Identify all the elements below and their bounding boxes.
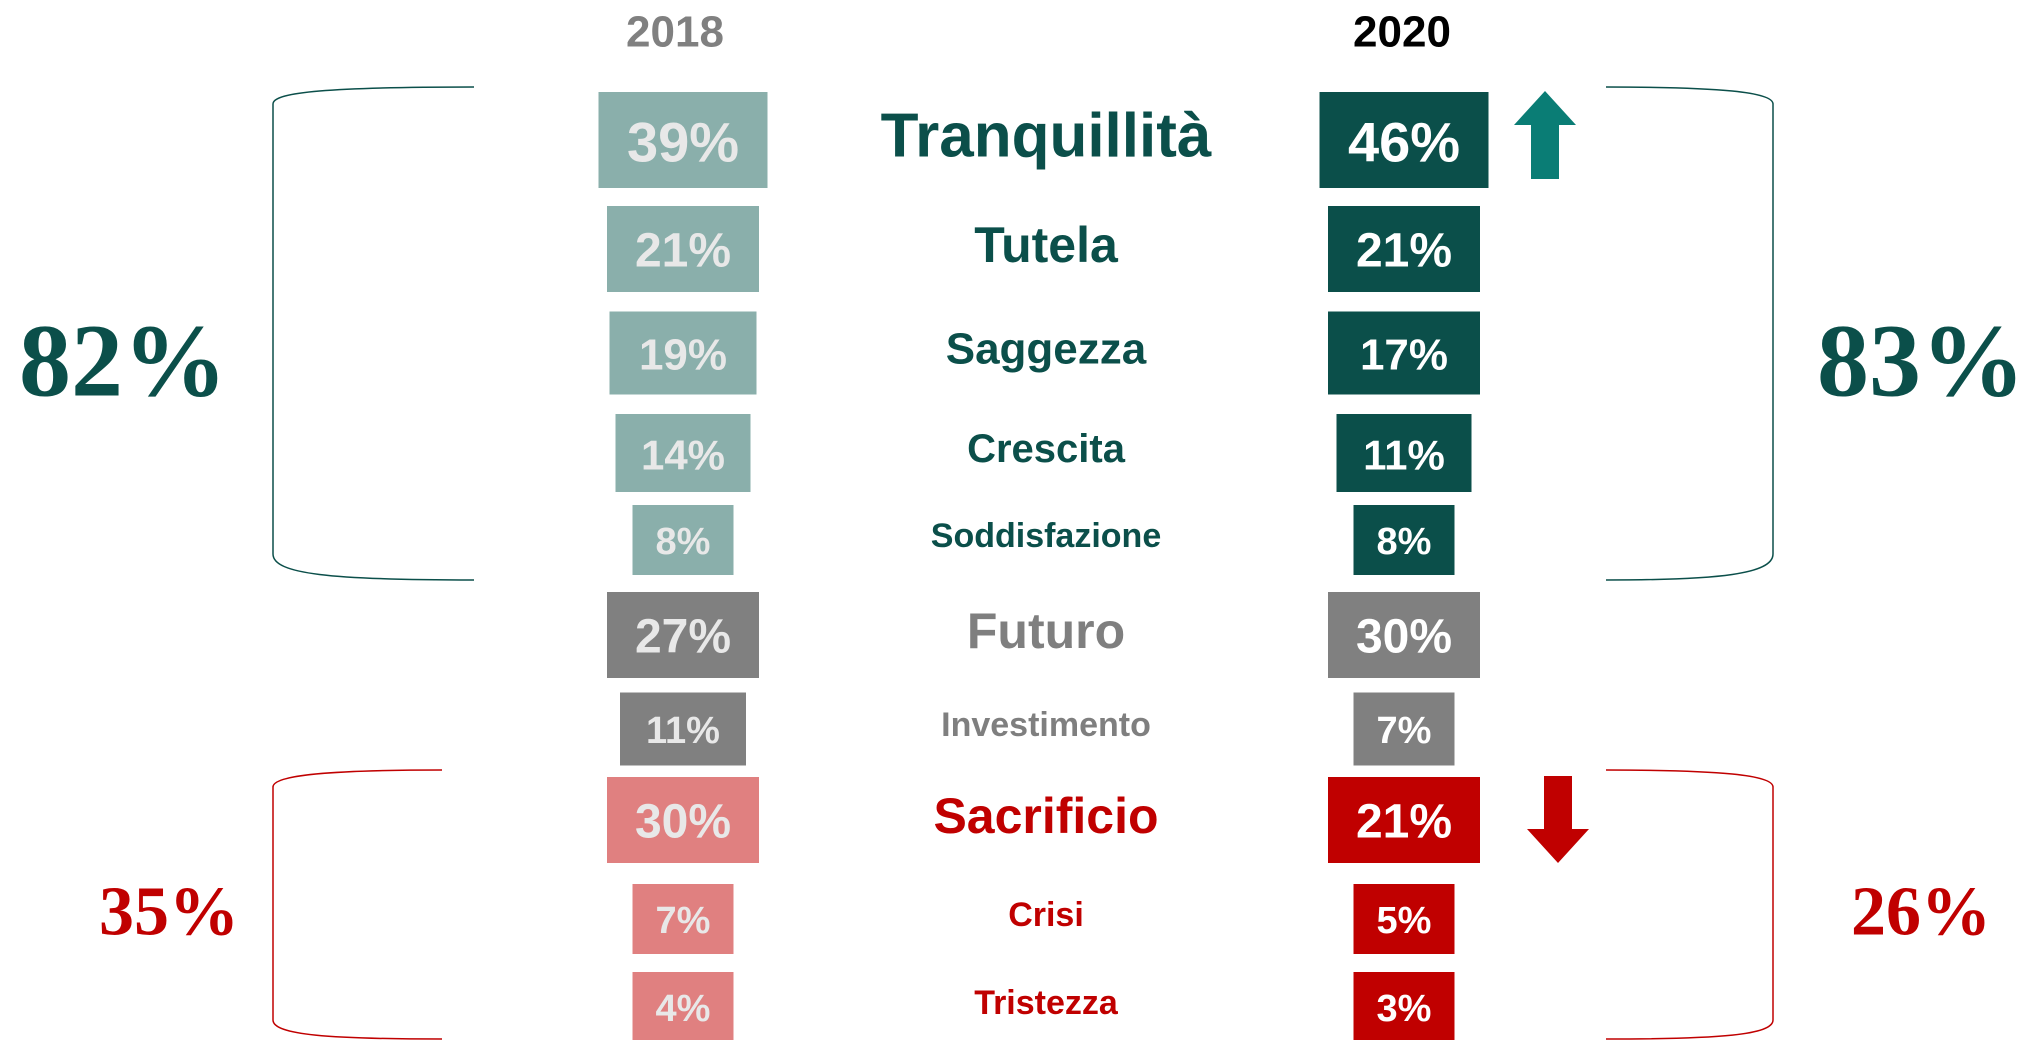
box-2020	[1319, 92, 1489, 188]
year-left: 2018	[626, 8, 724, 57]
value-2020: 8%	[1377, 521, 1432, 563]
box-2020	[1353, 692, 1455, 766]
row-label: Tutela	[974, 217, 1119, 273]
box-2018	[632, 884, 734, 954]
value-2020: 17%	[1360, 331, 1448, 380]
value-2020: 21%	[1356, 796, 1452, 849]
value-2018: 4%	[656, 988, 711, 1030]
group-total: 26%	[1851, 874, 1991, 951]
value-2020: 3%	[1377, 988, 1432, 1030]
box-2020	[1328, 206, 1480, 292]
group-total: 35%	[99, 874, 239, 951]
row-label: Crescita	[967, 427, 1126, 471]
bracket	[272, 769, 443, 1040]
row-label: Futuro	[967, 603, 1125, 659]
value-2020: 7%	[1377, 710, 1432, 752]
row-label: Tristezza	[974, 984, 1119, 1022]
value-2018: 39%	[627, 111, 739, 174]
value-2018: 7%	[656, 900, 711, 942]
value-2018: 30%	[635, 796, 731, 849]
value-2018: 14%	[641, 432, 725, 479]
box-2018	[620, 692, 746, 766]
value-2020: 5%	[1377, 900, 1432, 942]
box-2018	[632, 972, 734, 1040]
box-2020	[1328, 592, 1480, 678]
box-2018	[607, 206, 759, 292]
row-label: Saggezza	[946, 325, 1147, 374]
row-label: Sacrificio	[933, 788, 1158, 844]
row-label: Tranquillità	[881, 102, 1212, 171]
box-2018	[609, 311, 757, 395]
group-total: 82%	[19, 304, 227, 419]
box-2020	[1353, 972, 1455, 1040]
arrow-up	[1514, 91, 1576, 179]
value-2018: 8%	[656, 521, 711, 563]
year-right: 2020	[1353, 8, 1451, 57]
box-2020	[1353, 505, 1455, 575]
value-2018: 19%	[639, 331, 727, 380]
bracket	[1605, 86, 1774, 581]
box-2020	[1328, 311, 1480, 395]
box-2018	[615, 414, 751, 492]
value-2018: 27%	[635, 611, 731, 664]
box-2018	[607, 592, 759, 678]
box-2020	[1336, 414, 1472, 492]
bracket	[1605, 769, 1774, 1040]
bracket	[272, 86, 475, 581]
value-2020: 21%	[1356, 225, 1452, 278]
box-2018	[607, 777, 759, 863]
value-2020: 46%	[1348, 111, 1460, 174]
value-2020: 11%	[1363, 432, 1445, 479]
box-2020	[1353, 884, 1455, 954]
value-2018: 21%	[635, 225, 731, 278]
row-label: Crisi	[1008, 896, 1084, 934]
box-2018	[632, 505, 734, 575]
value-2020: 30%	[1356, 611, 1452, 664]
group-total: 83%	[1817, 304, 2025, 419]
box-2020	[1328, 777, 1480, 863]
arrow-down	[1527, 776, 1589, 863]
row-label: Investimento	[941, 706, 1151, 744]
row-label: Soddisfazione	[931, 517, 1161, 555]
box-2018	[598, 92, 768, 188]
value-2018: 11%	[646, 710, 720, 752]
